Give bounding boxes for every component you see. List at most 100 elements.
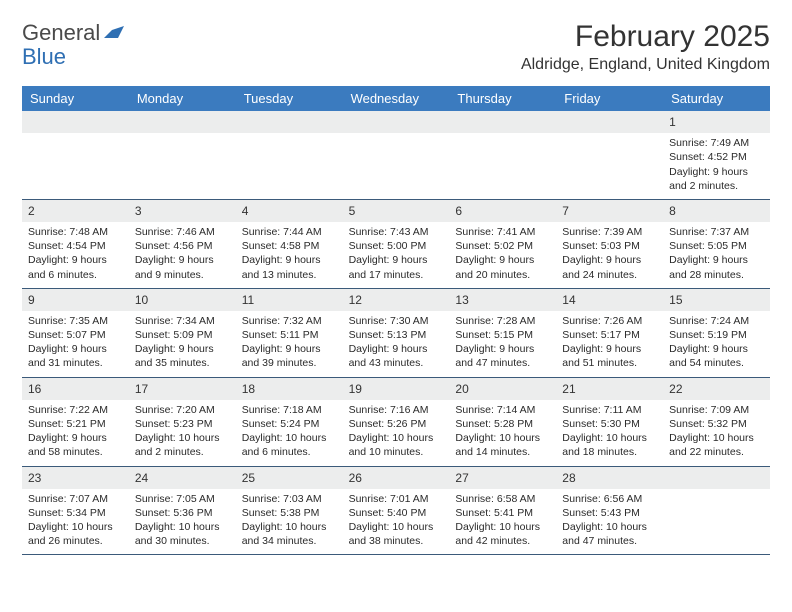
day-cell: 6Sunrise: 7:41 AMSunset: 5:02 PMDaylight…	[449, 200, 556, 288]
day-number: 1	[663, 111, 770, 133]
sunrise-text: Sunrise: 7:26 AM	[562, 314, 657, 328]
sunrise-text: Sunrise: 7:28 AM	[455, 314, 550, 328]
day-number	[556, 111, 663, 133]
sunrise-text: Sunrise: 7:14 AM	[455, 403, 550, 417]
day-body: Sunrise: 7:14 AMSunset: 5:28 PMDaylight:…	[449, 400, 556, 466]
day-body: Sunrise: 7:32 AMSunset: 5:11 PMDaylight:…	[236, 311, 343, 377]
day-body: Sunrise: 7:22 AMSunset: 5:21 PMDaylight:…	[22, 400, 129, 466]
day-body: Sunrise: 7:34 AMSunset: 5:09 PMDaylight:…	[129, 311, 236, 377]
daylight-text: Daylight: 9 hours and 24 minutes.	[562, 253, 657, 281]
flag-icon	[104, 20, 124, 46]
day-cell: 3Sunrise: 7:46 AMSunset: 4:56 PMDaylight…	[129, 200, 236, 288]
month-title: February 2025	[521, 20, 770, 54]
day-body: Sunrise: 7:26 AMSunset: 5:17 PMDaylight:…	[556, 311, 663, 377]
day-cell: 9Sunrise: 7:35 AMSunset: 5:07 PMDaylight…	[22, 289, 129, 377]
daylight-text: Daylight: 10 hours and 10 minutes.	[349, 431, 444, 459]
day-cell: 17Sunrise: 7:20 AMSunset: 5:23 PMDayligh…	[129, 378, 236, 466]
day-body: Sunrise: 7:48 AMSunset: 4:54 PMDaylight:…	[22, 222, 129, 288]
day-cell: 28Sunrise: 6:56 AMSunset: 5:43 PMDayligh…	[556, 467, 663, 555]
sunset-text: Sunset: 5:07 PM	[28, 328, 123, 342]
sunset-text: Sunset: 4:52 PM	[669, 150, 764, 164]
day-cell: 23Sunrise: 7:07 AMSunset: 5:34 PMDayligh…	[22, 467, 129, 555]
sunset-text: Sunset: 5:02 PM	[455, 239, 550, 253]
brand-logo: General	[22, 20, 126, 46]
sunrise-text: Sunrise: 7:39 AM	[562, 225, 657, 239]
sunrise-text: Sunrise: 7:24 AM	[669, 314, 764, 328]
sunrise-text: Sunrise: 7:01 AM	[349, 492, 444, 506]
day-body: Sunrise: 7:41 AMSunset: 5:02 PMDaylight:…	[449, 222, 556, 288]
day-number: 12	[343, 289, 450, 311]
sunrise-text: Sunrise: 7:35 AM	[28, 314, 123, 328]
day-number: 8	[663, 200, 770, 222]
sunset-text: Sunset: 5:23 PM	[135, 417, 230, 431]
sunset-text: Sunset: 4:54 PM	[28, 239, 123, 253]
daylight-text: Daylight: 9 hours and 6 minutes.	[28, 253, 123, 281]
day-body: Sunrise: 7:24 AMSunset: 5:19 PMDaylight:…	[663, 311, 770, 377]
day-cell	[663, 467, 770, 555]
day-header-sun: Sunday	[22, 86, 129, 111]
daylight-text: Daylight: 10 hours and 34 minutes.	[242, 520, 337, 548]
day-number: 24	[129, 467, 236, 489]
day-cell: 19Sunrise: 7:16 AMSunset: 5:26 PMDayligh…	[343, 378, 450, 466]
day-header-mon: Monday	[129, 86, 236, 111]
sunrise-text: Sunrise: 7:16 AM	[349, 403, 444, 417]
sunrise-text: Sunrise: 7:18 AM	[242, 403, 337, 417]
day-body: Sunrise: 7:20 AMSunset: 5:23 PMDaylight:…	[129, 400, 236, 466]
daylight-text: Daylight: 10 hours and 14 minutes.	[455, 431, 550, 459]
daylight-text: Daylight: 9 hours and 20 minutes.	[455, 253, 550, 281]
daylight-text: Daylight: 10 hours and 38 minutes.	[349, 520, 444, 548]
day-body: Sunrise: 7:07 AMSunset: 5:34 PMDaylight:…	[22, 489, 129, 555]
sunrise-text: Sunrise: 7:34 AM	[135, 314, 230, 328]
sunset-text: Sunset: 5:19 PM	[669, 328, 764, 342]
daylight-text: Daylight: 9 hours and 13 minutes.	[242, 253, 337, 281]
day-number	[663, 467, 770, 489]
sunrise-text: Sunrise: 7:11 AM	[562, 403, 657, 417]
day-cell: 11Sunrise: 7:32 AMSunset: 5:11 PMDayligh…	[236, 289, 343, 377]
day-number: 21	[556, 378, 663, 400]
day-cell: 5Sunrise: 7:43 AMSunset: 5:00 PMDaylight…	[343, 200, 450, 288]
location-label: Aldridge, England, United Kingdom	[521, 56, 770, 74]
daylight-text: Daylight: 10 hours and 22 minutes.	[669, 431, 764, 459]
sunset-text: Sunset: 5:17 PM	[562, 328, 657, 342]
day-cell: 12Sunrise: 7:30 AMSunset: 5:13 PMDayligh…	[343, 289, 450, 377]
day-number: 5	[343, 200, 450, 222]
day-body: Sunrise: 7:44 AMSunset: 4:58 PMDaylight:…	[236, 222, 343, 288]
day-header-fri: Friday	[556, 86, 663, 111]
sunrise-text: Sunrise: 7:48 AM	[28, 225, 123, 239]
day-body: Sunrise: 7:37 AMSunset: 5:05 PMDaylight:…	[663, 222, 770, 288]
week-row: 1Sunrise: 7:49 AMSunset: 4:52 PMDaylight…	[22, 111, 770, 200]
header: General February 2025 Aldridge, England,…	[22, 20, 770, 74]
daylight-text: Daylight: 10 hours and 18 minutes.	[562, 431, 657, 459]
daylight-text: Daylight: 9 hours and 51 minutes.	[562, 342, 657, 370]
daylight-text: Daylight: 9 hours and 58 minutes.	[28, 431, 123, 459]
week-row: 9Sunrise: 7:35 AMSunset: 5:07 PMDaylight…	[22, 289, 770, 378]
day-cell: 14Sunrise: 7:26 AMSunset: 5:17 PMDayligh…	[556, 289, 663, 377]
sunset-text: Sunset: 5:30 PM	[562, 417, 657, 431]
sunset-text: Sunset: 5:00 PM	[349, 239, 444, 253]
day-cell: 4Sunrise: 7:44 AMSunset: 4:58 PMDaylight…	[236, 200, 343, 288]
day-body	[343, 133, 450, 142]
day-number: 7	[556, 200, 663, 222]
sunrise-text: Sunrise: 7:49 AM	[669, 136, 764, 150]
day-cell	[129, 111, 236, 199]
day-body: Sunrise: 7:39 AMSunset: 5:03 PMDaylight:…	[556, 222, 663, 288]
week-row: 2Sunrise: 7:48 AMSunset: 4:54 PMDaylight…	[22, 200, 770, 289]
day-number: 23	[22, 467, 129, 489]
day-body: Sunrise: 7:18 AMSunset: 5:24 PMDaylight:…	[236, 400, 343, 466]
sunrise-text: Sunrise: 7:05 AM	[135, 492, 230, 506]
day-cell: 22Sunrise: 7:09 AMSunset: 5:32 PMDayligh…	[663, 378, 770, 466]
daylight-text: Daylight: 10 hours and 6 minutes.	[242, 431, 337, 459]
day-body: Sunrise: 7:11 AMSunset: 5:30 PMDaylight:…	[556, 400, 663, 466]
day-cell: 25Sunrise: 7:03 AMSunset: 5:38 PMDayligh…	[236, 467, 343, 555]
day-number: 13	[449, 289, 556, 311]
daylight-text: Daylight: 10 hours and 47 minutes.	[562, 520, 657, 548]
day-number: 3	[129, 200, 236, 222]
day-cell	[22, 111, 129, 199]
sunrise-text: Sunrise: 7:43 AM	[349, 225, 444, 239]
sunset-text: Sunset: 5:38 PM	[242, 506, 337, 520]
week-row: 23Sunrise: 7:07 AMSunset: 5:34 PMDayligh…	[22, 467, 770, 556]
day-body: Sunrise: 7:30 AMSunset: 5:13 PMDaylight:…	[343, 311, 450, 377]
day-number: 10	[129, 289, 236, 311]
day-cell	[556, 111, 663, 199]
day-body: Sunrise: 7:46 AMSunset: 4:56 PMDaylight:…	[129, 222, 236, 288]
